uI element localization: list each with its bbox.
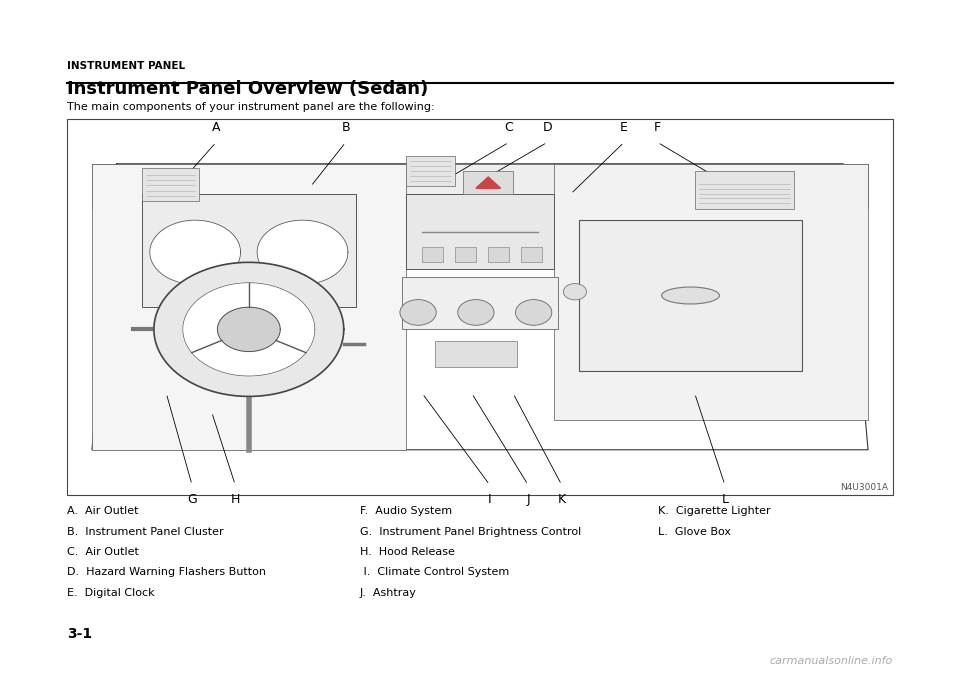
Circle shape — [458, 300, 494, 325]
Bar — [489, 247, 509, 262]
Text: H.  Hood Release: H. Hood Release — [360, 547, 455, 557]
Bar — [141, 194, 356, 306]
Bar — [422, 247, 443, 262]
Text: D.  Hazard Warning Flashers Button: D. Hazard Warning Flashers Button — [67, 567, 266, 578]
Bar — [67, 119, 893, 495]
Text: F.  Audio System: F. Audio System — [360, 506, 452, 517]
Bar — [92, 164, 868, 209]
Bar — [464, 172, 513, 194]
Text: I: I — [488, 493, 492, 506]
Polygon shape — [182, 283, 315, 376]
Text: L.  Glove Box: L. Glove Box — [658, 527, 731, 537]
Ellipse shape — [661, 287, 719, 304]
Bar — [92, 164, 406, 450]
Polygon shape — [218, 307, 280, 351]
Circle shape — [516, 300, 552, 325]
Polygon shape — [150, 220, 241, 284]
Circle shape — [400, 300, 436, 325]
Text: Instrument Panel Overview (Sedan): Instrument Panel Overview (Sedan) — [67, 80, 428, 98]
Text: C.  Air Outlet: C. Air Outlet — [67, 547, 139, 557]
Text: D: D — [542, 121, 552, 134]
Bar — [521, 247, 542, 262]
Polygon shape — [154, 262, 344, 397]
Bar — [401, 277, 559, 330]
Text: G.  Instrument Panel Brightness Control: G. Instrument Panel Brightness Control — [360, 527, 581, 537]
Text: K.  Cigarette Lighter: K. Cigarette Lighter — [658, 506, 770, 517]
Bar — [455, 247, 476, 262]
Bar — [406, 194, 554, 269]
Bar — [141, 167, 200, 201]
Text: H: H — [230, 493, 240, 506]
Text: E.  Digital Clock: E. Digital Clock — [67, 588, 155, 598]
Text: The main components of your instrument panel are the following:: The main components of your instrument p… — [67, 102, 435, 112]
Text: B: B — [342, 121, 349, 134]
Bar — [554, 164, 868, 420]
Text: A: A — [212, 121, 220, 134]
Bar — [435, 340, 517, 367]
Text: E: E — [620, 121, 628, 134]
Text: K: K — [558, 493, 565, 506]
Polygon shape — [92, 164, 868, 450]
Text: B.  Instrument Panel Cluster: B. Instrument Panel Cluster — [67, 527, 224, 537]
Text: L: L — [721, 493, 729, 506]
Text: C: C — [504, 121, 514, 134]
Text: G: G — [187, 493, 197, 506]
Text: 3-1: 3-1 — [67, 626, 92, 641]
Text: INSTRUMENT PANEL: INSTRUMENT PANEL — [67, 61, 185, 71]
Circle shape — [564, 283, 587, 300]
Text: J.  Ashtray: J. Ashtray — [360, 588, 417, 598]
Text: F: F — [654, 121, 661, 134]
Polygon shape — [257, 220, 348, 284]
Text: carmanualsonline.info: carmanualsonline.info — [770, 656, 893, 666]
Bar — [406, 157, 455, 186]
Polygon shape — [476, 177, 501, 188]
Text: I.  Climate Control System: I. Climate Control System — [360, 567, 509, 578]
Bar — [695, 172, 794, 209]
Text: J: J — [526, 493, 530, 506]
Bar — [579, 220, 802, 371]
Text: N4U3001A: N4U3001A — [840, 483, 888, 492]
Text: A.  Air Outlet: A. Air Outlet — [67, 506, 138, 517]
